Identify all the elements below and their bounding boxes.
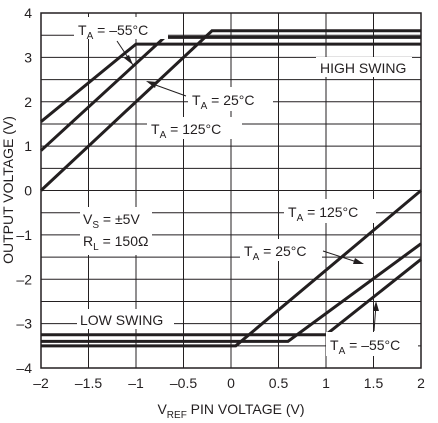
y-tick-label: 0 <box>24 183 32 199</box>
label-low-25: TA = 25°C <box>244 243 306 263</box>
label-high-125: TA = 125°C <box>151 121 221 141</box>
label-low-55: TA = –55°C <box>330 337 400 357</box>
annotation-layer: TA = –55°C TA = 25°C TA = 125°C HIGH SWI… <box>74 17 418 357</box>
x-axis-title: VREF PIN VOLTAGE (V) <box>157 401 304 421</box>
y-tick-label: 4 <box>24 5 32 21</box>
x-tick-label: –0.5 <box>170 375 197 391</box>
x-tick-label: –2 <box>33 375 49 391</box>
y-tick-label: 3 <box>24 49 32 65</box>
x-tick-label: –1.5 <box>75 375 102 391</box>
x-tick-label: 1 <box>322 375 330 391</box>
y-axis-title: OUTPUT VOLTAGE (V) <box>0 116 16 264</box>
arrow-low-25 <box>322 250 361 264</box>
x-tick-label: –1 <box>128 375 144 391</box>
arrowhead-low-55 <box>373 301 379 311</box>
label-low-swing: LOW SWING <box>80 312 163 328</box>
series-line-5 <box>41 242 422 343</box>
label-rl: RL = 150Ω <box>83 233 148 253</box>
x-tick-label: 0.5 <box>269 375 289 391</box>
series-line-1 <box>40 42 421 123</box>
x-tick-label: 2 <box>417 375 425 391</box>
arrowhead-high-25 <box>146 81 157 88</box>
arrowhead-low-25 <box>353 258 364 264</box>
y-tick-label: 2 <box>24 94 32 110</box>
y-tick-label: –2 <box>16 271 32 287</box>
y-tick-label: –4 <box>16 360 32 376</box>
label-high-55: TA = –55°C <box>78 22 148 42</box>
label-vs: VS = ±5V <box>83 211 140 231</box>
tick-labels: –2 –1.5 –1 –0.5 0 0.5 1 1.5 2 –4 –3 –2 –1 0 1 2 3 4 <box>16 5 425 391</box>
series-line-3 <box>39 29 421 192</box>
label-high-swing: HIGH SWING <box>320 60 406 76</box>
x-tick-label: 1.5 <box>364 375 384 391</box>
arrowhead-high-55 <box>124 55 133 65</box>
y-tick-label: –1 <box>16 227 32 243</box>
x-tick-label: 0 <box>227 375 235 391</box>
label-low-125: TA = 125°C <box>288 204 358 224</box>
y-tick-label: 1 <box>24 138 32 154</box>
label-high-25: TA = 25°C <box>192 92 254 112</box>
series-line-4 <box>41 189 422 348</box>
y-tick-label: –3 <box>16 316 32 332</box>
arrow-high-25 <box>149 82 187 97</box>
